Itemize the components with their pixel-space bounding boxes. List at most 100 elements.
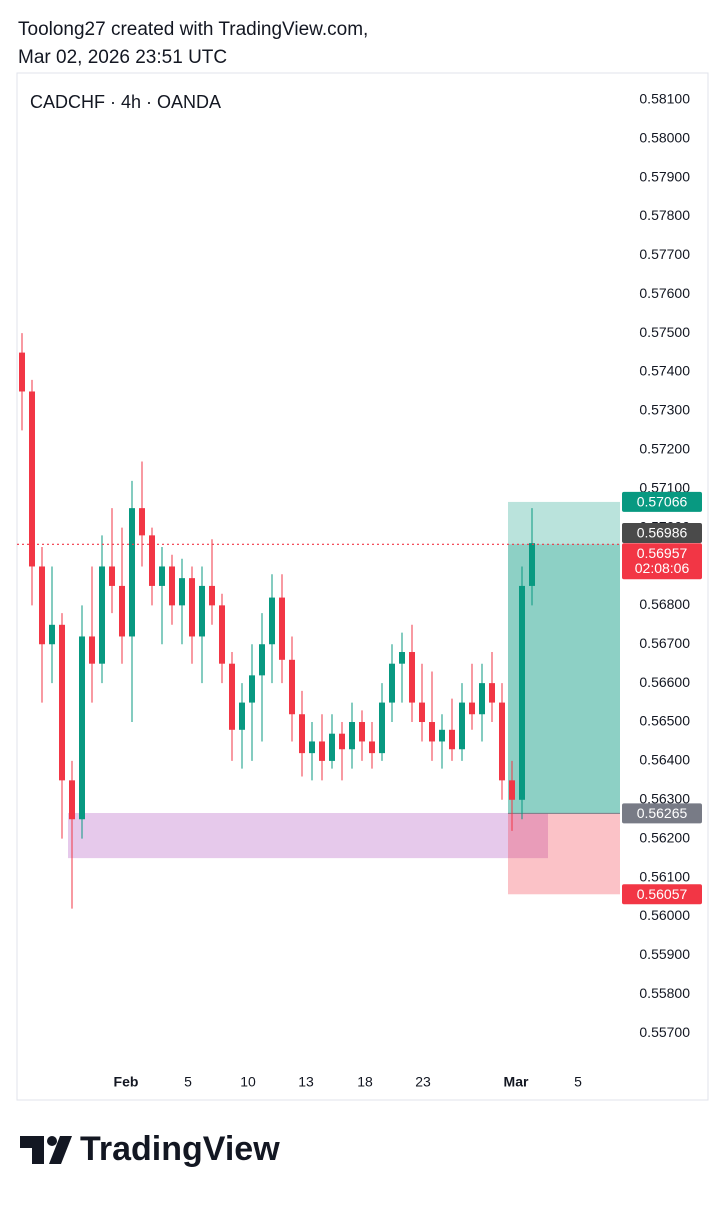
candle-body (289, 659, 295, 715)
candle-body (529, 543, 535, 586)
x-tick-label: 18 (357, 1074, 373, 1090)
y-tick-label: 0.56100 (639, 868, 690, 884)
price-label-box (622, 491, 702, 512)
chart-title: CADCHF · 4h · OANDA (30, 92, 221, 112)
candle-body (229, 663, 235, 730)
candle-body (59, 624, 65, 781)
candle-body (479, 683, 485, 715)
candle-body (209, 585, 215, 606)
y-tick-label: 0.55700 (639, 1024, 690, 1040)
price-label: 0.56057 (637, 886, 688, 902)
candle-body (269, 597, 275, 645)
price-label-box (622, 884, 702, 905)
candle-body (139, 508, 145, 536)
candle-body (19, 352, 25, 392)
candle-body (79, 636, 85, 820)
y-tick-label: 0.57500 (639, 324, 690, 340)
candle-body (99, 566, 105, 664)
candle-body (469, 702, 475, 715)
profit-filled (508, 544, 620, 814)
candle-body (239, 702, 245, 730)
x-tick-label: 13 (298, 1074, 314, 1090)
candle-body (159, 566, 165, 586)
candle-body (379, 702, 385, 754)
price-label-box (622, 523, 702, 544)
candle-body (309, 741, 315, 754)
y-tick-label: 0.57200 (639, 441, 690, 457)
candle-body (499, 702, 505, 781)
candle-body (169, 566, 175, 606)
candle-body (439, 729, 445, 742)
y-tick-label: 0.57300 (639, 402, 690, 418)
price-label: 0.56957 (637, 545, 688, 561)
price-label: 0.56986 (637, 525, 688, 541)
candle-body (129, 508, 135, 637)
candle-body (459, 702, 465, 750)
candle-body (189, 578, 195, 637)
candle-body (369, 741, 375, 754)
candle-body (69, 780, 75, 820)
y-tick-label: 0.57800 (639, 207, 690, 223)
price-label-box (622, 543, 702, 580)
demand-zone (68, 813, 548, 859)
y-tick-label: 0.56600 (639, 674, 690, 690)
profit-area (508, 501, 620, 814)
y-tick-label: 0.57100 (639, 479, 690, 495)
x-tick-label: Mar (504, 1074, 529, 1090)
y-tick-label: 0.56000 (639, 907, 690, 923)
y-tick-label: 0.57400 (639, 363, 690, 379)
candle-body (359, 722, 365, 742)
x-tick-label: Feb (114, 1074, 139, 1090)
y-tick-label: 0.58100 (639, 91, 690, 107)
candle-body (149, 535, 155, 586)
plot (17, 333, 620, 909)
y-tick-label: 0.56300 (639, 790, 690, 806)
y-tick-label: 0.55900 (639, 946, 690, 962)
x-tick-label: 23 (415, 1074, 431, 1090)
logo-mark (49, 1136, 72, 1164)
candle-body (349, 722, 355, 750)
candle-body (489, 683, 495, 703)
price-label: 0.57066 (637, 494, 688, 510)
logo (20, 1136, 72, 1164)
candle-body (49, 624, 55, 645)
candle-body (219, 605, 225, 664)
x-tick-label: 10 (240, 1074, 256, 1090)
candle-body (329, 733, 335, 761)
candle-body (399, 652, 405, 664)
candle-body (419, 702, 425, 723)
candle-body (299, 714, 305, 754)
candle-body (259, 644, 265, 676)
y-tick-label: 0.58000 (639, 129, 690, 145)
candle-body (409, 652, 415, 703)
brand: TradingView (80, 1130, 280, 1168)
y-tick-label: 0.56400 (639, 752, 690, 768)
logo-mark (47, 1136, 57, 1146)
y-tick-label: 0.55800 (639, 985, 690, 1001)
candle-body (179, 578, 185, 606)
candle-body (519, 585, 525, 800)
candle-body (89, 636, 95, 664)
candle-body (509, 780, 515, 800)
loss-area (508, 813, 620, 895)
y-tick-label: 0.57600 (639, 285, 690, 301)
candle-body (199, 585, 205, 637)
candle-body (429, 722, 435, 742)
candle-body (249, 675, 255, 703)
candle-body (319, 741, 325, 761)
y-tick-label: 0.56800 (639, 596, 690, 612)
y-tick-label: 0.56200 (639, 829, 690, 845)
candle-body (279, 597, 285, 660)
logo-mark (20, 1136, 44, 1164)
header-line: Mar 02, 2026 23:51 UTC (18, 47, 227, 68)
y-tick-label: 0.57900 (639, 168, 690, 184)
countdown: 02:08:06 (635, 560, 690, 576)
candle-body (389, 663, 395, 703)
candle-body (449, 729, 455, 750)
price-label: 0.56265 (637, 805, 688, 821)
candle-body (29, 391, 35, 567)
candle-body (39, 566, 45, 645)
x-tick-label: 5 (184, 1074, 192, 1090)
